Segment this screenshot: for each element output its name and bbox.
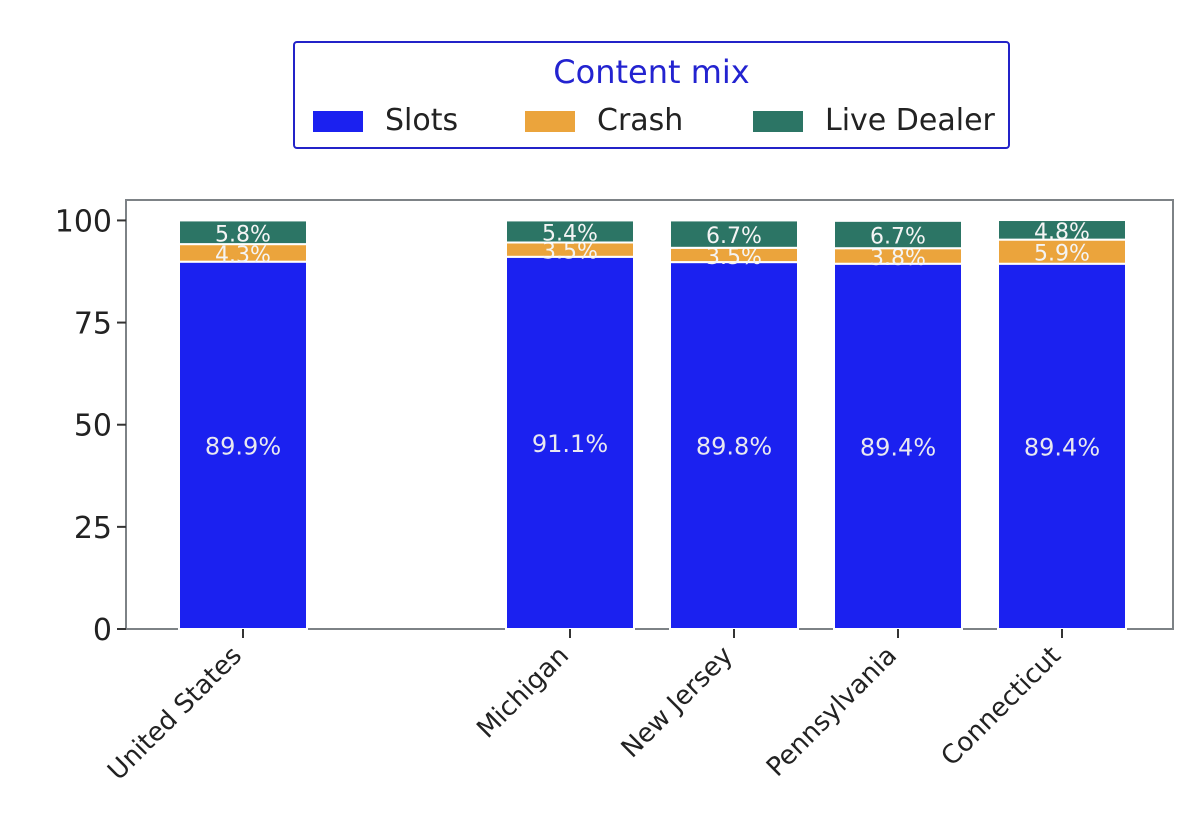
x-tick-label-pennsylvania: Pennsylvania bbox=[761, 641, 903, 783]
legend-label-slots: Slots bbox=[385, 103, 459, 138]
data-label-crash-connecticut: 5.9% bbox=[1034, 242, 1090, 267]
bar-slots-pennsylvania bbox=[833, 262, 963, 630]
data-label-live-dealer-connecticut: 4.8% bbox=[1034, 220, 1090, 245]
chart-legend: Content mix Slots Crash Live Dealer bbox=[293, 41, 1010, 149]
y-tick-label: 75 bbox=[74, 307, 112, 342]
x-tick-label-michigan: Michigan bbox=[471, 641, 575, 745]
y-tick-label: 25 bbox=[74, 511, 112, 546]
data-label-slots-connecticut: 89.4% bbox=[1024, 433, 1100, 461]
data-label-slots-united-states: 89.9% bbox=[205, 432, 281, 460]
legend-swatch-live-dealer bbox=[753, 111, 803, 132]
data-label-slots-michigan: 91.1% bbox=[532, 430, 608, 458]
data-label-crash-pennsylvania: 3.8% bbox=[870, 246, 926, 271]
bar-live-dealer-michigan bbox=[505, 219, 635, 244]
bar-slots-united-states bbox=[178, 260, 308, 630]
data-label-crash-new-jersey: 3.5% bbox=[706, 245, 762, 270]
x-tick-label-connecticut: Connecticut bbox=[936, 641, 1067, 772]
legend-label-live-dealer: Live Dealer bbox=[825, 103, 995, 138]
legend-title: Content mix bbox=[553, 53, 750, 91]
data-label-slots-new-jersey: 89.8% bbox=[696, 433, 772, 461]
bar-crash-connecticut bbox=[997, 238, 1127, 265]
bar-live-dealer-united-states bbox=[178, 219, 308, 246]
bar-slots-michigan bbox=[505, 255, 635, 630]
legend-label-crash: Crash bbox=[597, 103, 684, 138]
legend-swatch-crash bbox=[525, 111, 575, 132]
data-label-crash-michigan: 3.5% bbox=[542, 240, 598, 265]
bar-slots-connecticut bbox=[997, 262, 1127, 630]
bar-live-dealer-pennsylvania bbox=[833, 219, 963, 250]
data-label-live-dealer-united-states: 5.8% bbox=[215, 222, 271, 247]
data-label-slots-pennsylvania: 89.4% bbox=[860, 433, 936, 461]
y-tick-label: 100 bbox=[55, 204, 112, 239]
bar-live-dealer-new-jersey bbox=[669, 219, 799, 249]
x-tick-label-united-states: United States bbox=[102, 641, 248, 787]
x-tick-label-new-jersey: New Jersey bbox=[616, 641, 739, 764]
data-label-live-dealer-michigan: 5.4% bbox=[542, 221, 598, 246]
bar-live-dealer-connecticut bbox=[997, 219, 1127, 241]
legend-swatch-slots bbox=[313, 111, 363, 132]
data-label-crash-united-states: 4.3% bbox=[215, 243, 271, 268]
data-label-live-dealer-new-jersey: 6.7% bbox=[706, 224, 762, 249]
plot-frame bbox=[125, 199, 1174, 630]
y-tick-label: 0 bbox=[93, 613, 112, 648]
y-tick-label: 50 bbox=[74, 409, 112, 444]
data-label-live-dealer-pennsylvania: 6.7% bbox=[870, 225, 926, 250]
